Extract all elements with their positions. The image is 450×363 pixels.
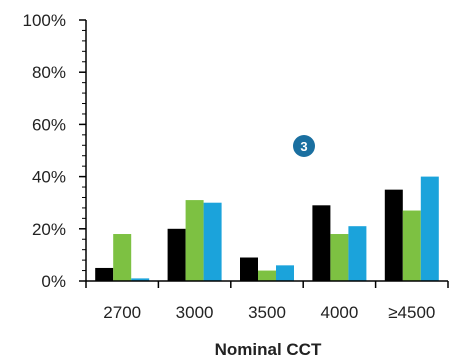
x-axis-ticks: 2700 3000 3500 4000 ≥4500 (85, 281, 449, 322)
y-tick-label: 0% (41, 272, 66, 291)
bar (185, 200, 204, 281)
bar (113, 234, 132, 281)
y-tick-label: 40% (32, 168, 66, 187)
y-tick-label: 100% (23, 11, 66, 30)
bar (384, 189, 403, 281)
x-tick-label: 3500 (248, 303, 286, 322)
x-tick-label: 3000 (176, 303, 214, 322)
x-tick-label: ≥4500 (388, 303, 435, 322)
bar (312, 205, 331, 281)
bar-group (95, 176, 439, 281)
y-axis-ticks: 0% 20% 40% 60% 80% 100% (23, 11, 86, 291)
bar (131, 278, 150, 281)
bar (258, 270, 276, 281)
annotation-badge-label: 3 (300, 139, 307, 154)
y-tick-label: 80% (32, 63, 66, 82)
annotation-badge: 3 (293, 135, 315, 157)
bar (420, 176, 439, 281)
y-tick-label: 60% (32, 115, 66, 134)
bar (240, 257, 258, 281)
annotation-badge-circle (293, 135, 315, 157)
x-tick-label: 2700 (103, 303, 141, 322)
x-axis-title: Nominal CCT (215, 340, 322, 359)
bar (276, 265, 294, 281)
bar (330, 234, 349, 281)
bar (348, 226, 367, 281)
bar (402, 210, 421, 281)
bar (167, 228, 186, 281)
axes: 0% 20% 40% 60% 80% 100% 2700 3000 3500 4000 ≥4500 (23, 11, 449, 322)
y-tick-label: 20% (32, 220, 66, 239)
bar (203, 202, 222, 281)
x-tick-label: 4000 (320, 303, 358, 322)
bar (95, 267, 114, 281)
